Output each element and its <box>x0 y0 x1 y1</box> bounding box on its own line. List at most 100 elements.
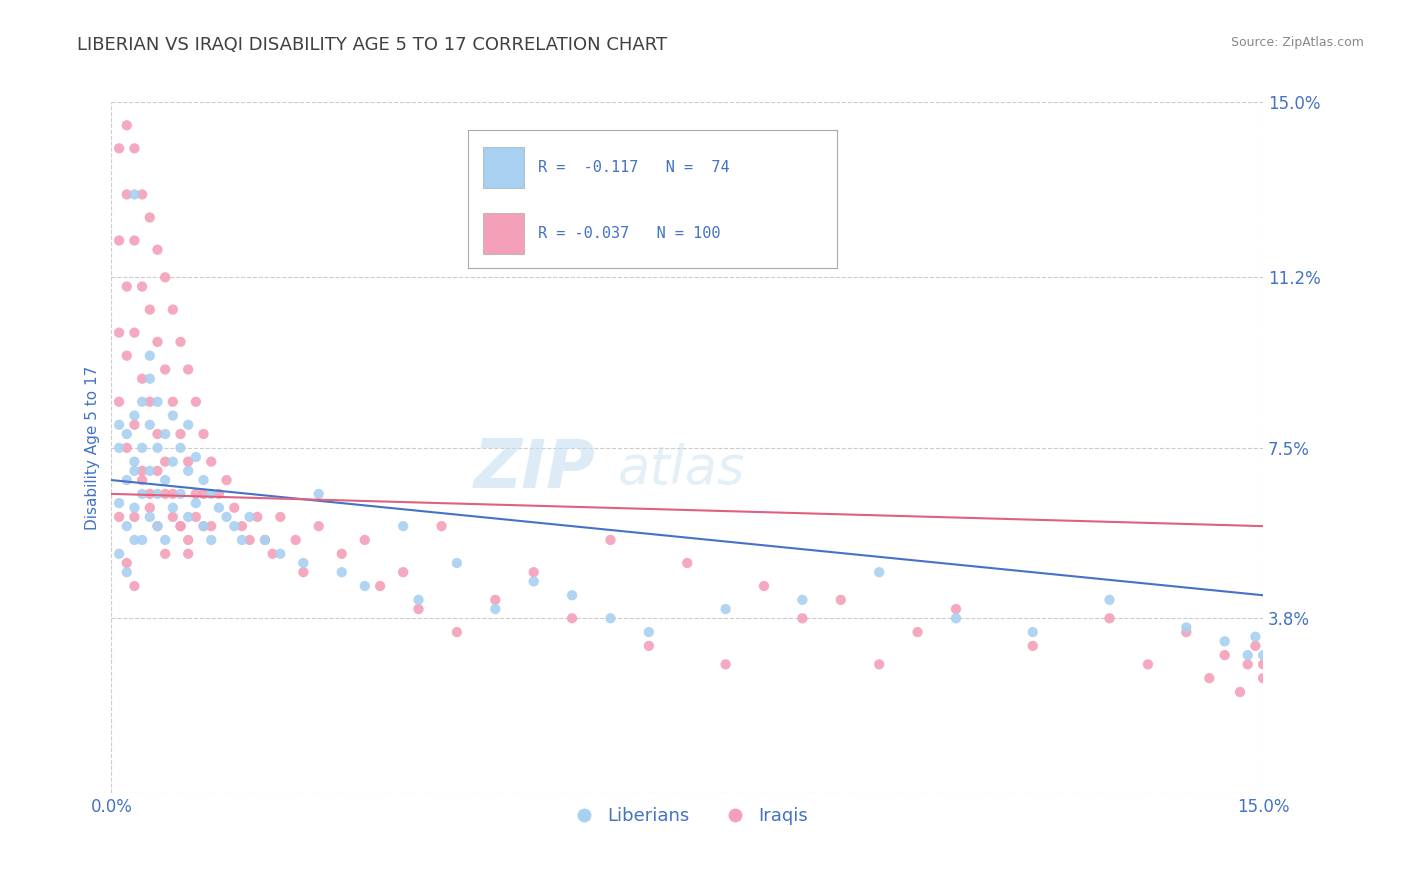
Point <box>253 533 276 547</box>
Point <box>108 394 131 409</box>
Point <box>115 473 138 487</box>
Point <box>523 565 546 579</box>
Point <box>177 533 200 547</box>
Point <box>131 372 153 386</box>
Point <box>139 349 162 363</box>
Point <box>108 547 131 561</box>
Point <box>162 394 184 409</box>
Point <box>139 394 162 409</box>
Point <box>523 574 546 589</box>
Point <box>1251 671 1274 685</box>
Point <box>139 302 162 317</box>
Point <box>284 533 307 547</box>
Point <box>124 464 146 478</box>
Point <box>169 334 191 349</box>
Point <box>945 611 967 625</box>
Point <box>330 565 353 579</box>
Point <box>1213 648 1236 662</box>
Point <box>868 657 890 672</box>
Point <box>184 510 207 524</box>
Point <box>108 326 131 340</box>
Point <box>714 602 737 616</box>
Text: Source: ZipAtlas.com: Source: ZipAtlas.com <box>1230 36 1364 49</box>
Point <box>200 455 222 469</box>
Point <box>146 427 169 442</box>
Point <box>153 547 176 561</box>
Point <box>484 602 506 616</box>
Point <box>792 611 814 625</box>
Text: ZIP: ZIP <box>474 435 595 501</box>
Point <box>177 455 200 469</box>
Point <box>330 547 353 561</box>
Point <box>269 547 291 561</box>
Point <box>115 427 138 442</box>
Point <box>146 243 169 257</box>
Point <box>131 394 153 409</box>
Point <box>131 533 153 547</box>
Y-axis label: Disability Age 5 to 17: Disability Age 5 to 17 <box>86 366 100 530</box>
Point <box>115 565 138 579</box>
Point <box>446 625 468 640</box>
Point <box>177 510 200 524</box>
Point <box>253 533 276 547</box>
Point <box>1175 620 1198 634</box>
Point <box>139 372 162 386</box>
Point <box>1175 625 1198 640</box>
Point <box>215 473 238 487</box>
Point <box>184 496 207 510</box>
Point <box>177 362 200 376</box>
Point <box>308 519 330 533</box>
Point <box>162 455 184 469</box>
Point <box>1229 685 1251 699</box>
Point <box>124 234 146 248</box>
Point <box>124 455 146 469</box>
Point <box>239 510 262 524</box>
Point <box>115 187 138 202</box>
Point <box>1198 671 1220 685</box>
Point <box>446 556 468 570</box>
Point <box>169 519 191 533</box>
Point <box>124 409 146 423</box>
Point <box>153 533 176 547</box>
Point <box>131 441 153 455</box>
Point <box>215 510 238 524</box>
Legend: Liberians, Iraqis: Liberians, Iraqis <box>560 800 815 833</box>
Point <box>177 464 200 478</box>
Point <box>430 519 453 533</box>
Point <box>124 500 146 515</box>
Point <box>599 611 621 625</box>
Point <box>1213 634 1236 648</box>
Point <box>208 500 231 515</box>
Point <box>408 592 430 607</box>
Point <box>1251 657 1274 672</box>
Point <box>108 234 131 248</box>
Point <box>184 487 207 501</box>
Point <box>1251 648 1274 662</box>
Point <box>124 187 146 202</box>
Point <box>368 579 391 593</box>
Point <box>139 417 162 432</box>
Point <box>139 487 162 501</box>
Point <box>153 487 176 501</box>
Point <box>131 279 153 293</box>
Point <box>169 441 191 455</box>
Point <box>177 417 200 432</box>
Point <box>392 519 415 533</box>
Point <box>131 487 153 501</box>
Point <box>146 519 169 533</box>
Point <box>162 302 184 317</box>
Point <box>146 334 169 349</box>
Point <box>162 500 184 515</box>
Point <box>146 394 169 409</box>
Point <box>115 349 138 363</box>
Point <box>108 441 131 455</box>
Point <box>292 565 315 579</box>
Point <box>1236 648 1258 662</box>
Text: atlas: atlas <box>619 442 745 494</box>
Point <box>714 657 737 672</box>
Point <box>224 500 246 515</box>
Point <box>561 611 583 625</box>
Point <box>193 519 215 533</box>
Point <box>124 579 146 593</box>
Point <box>153 427 176 442</box>
